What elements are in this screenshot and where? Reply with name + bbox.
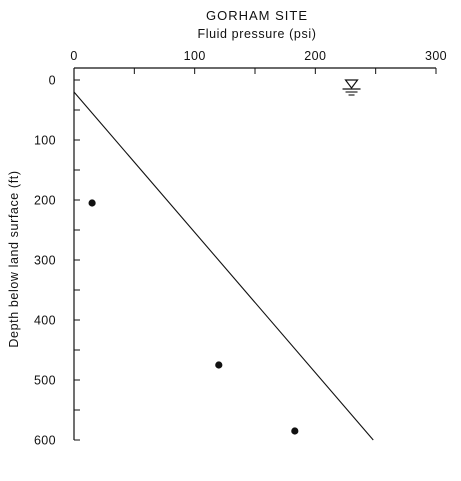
y-tick-label: 500	[34, 374, 56, 388]
y-tick-label: 300	[34, 254, 56, 268]
y-tick-label: 0	[49, 74, 56, 88]
y-tick-label: 400	[34, 314, 56, 328]
hydrostatic-trend-line	[73, 91, 374, 441]
chart-title: GORHAM SITE	[206, 8, 308, 23]
y-tick-label: 600	[34, 434, 56, 448]
y-axis-title: Depth below land surface (ft)	[7, 170, 21, 347]
data-points	[88, 199, 299, 435]
x-tick-label: 0	[70, 49, 77, 63]
x-tick-label: 300	[425, 49, 447, 63]
water-table-triangle	[344, 79, 359, 89]
data-point	[215, 361, 223, 369]
y-axis-ticks: 0 100 200 300 400 500 600	[34, 74, 80, 448]
data-point	[291, 427, 299, 435]
x-tick-label: 100	[184, 49, 206, 63]
water-table-icon	[342, 79, 361, 96]
x-tick-label: 200	[304, 49, 326, 63]
x-axis-title: Fluid pressure (psi)	[198, 27, 317, 41]
data-point	[88, 199, 96, 207]
y-tick-label: 100	[34, 134, 56, 148]
x-axis-ticks: 0 100 200 300	[70, 49, 447, 74]
y-tick-label: 200	[34, 194, 56, 208]
